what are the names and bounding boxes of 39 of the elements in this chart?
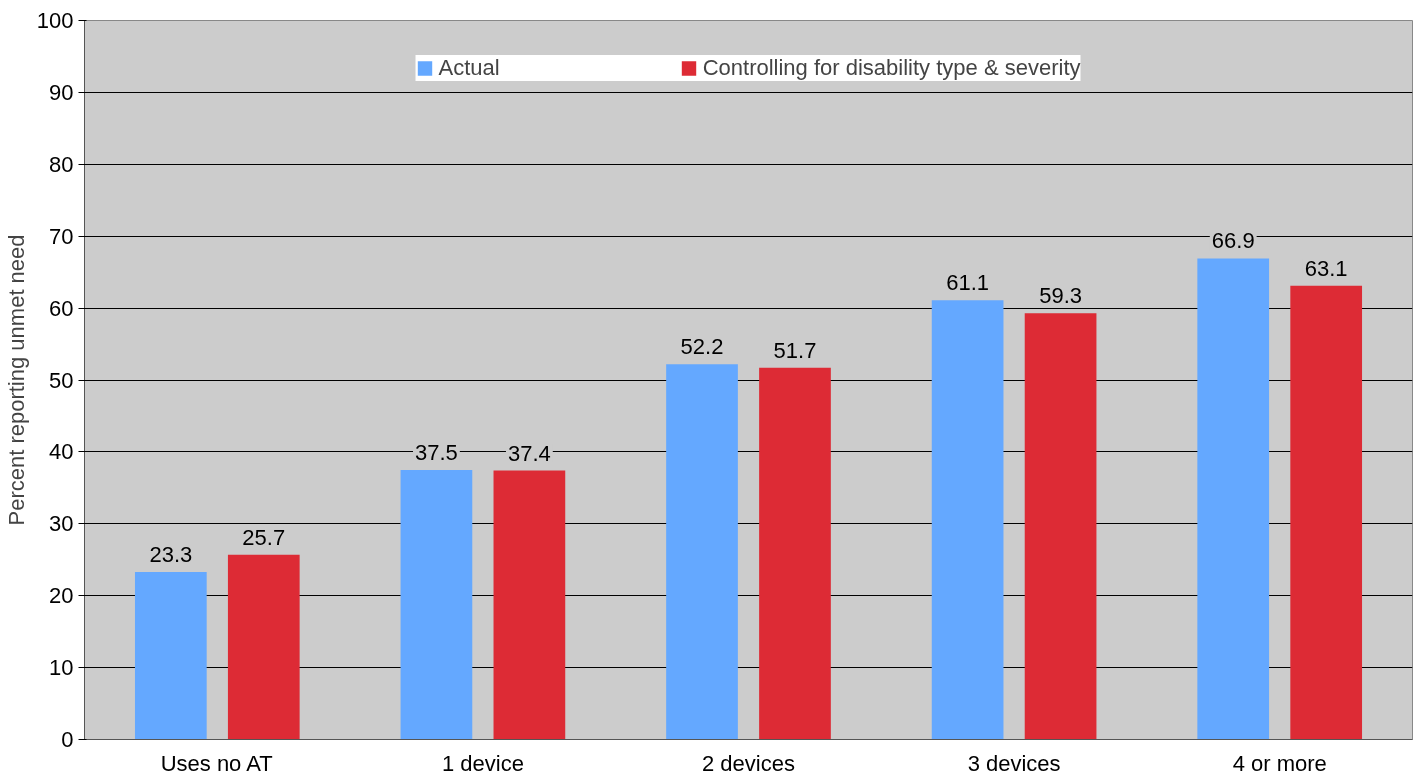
data-label: 37.4 — [507, 440, 551, 466]
y-tick-label: 20 — [49, 583, 74, 609]
bar — [759, 367, 831, 740]
y-tick-label: 10 — [49, 655, 74, 681]
x-tick-label: 2 devices — [702, 750, 795, 776]
data-label: 52.2 — [680, 334, 724, 360]
bar — [134, 571, 207, 740]
x-tick-label: Uses no AT — [160, 750, 273, 776]
x-tick-label: 3 devices — [967, 750, 1061, 776]
y-tick-label: 50 — [49, 367, 74, 393]
y-tick-label: 40 — [49, 439, 74, 465]
bar — [1197, 258, 1270, 740]
bar — [1024, 313, 1097, 740]
data-label: 23.3 — [149, 541, 193, 567]
y-axis-title: Percent reporting unmet need — [3, 234, 29, 526]
data-label: 66.9 — [1211, 228, 1255, 254]
y-tick-label: 100 — [36, 8, 74, 33]
data-label: 51.7 — [773, 337, 817, 363]
bar — [1290, 285, 1363, 740]
bar — [931, 300, 1004, 740]
data-label: 61.1 — [946, 270, 990, 296]
y-tick-label: 80 — [49, 151, 74, 177]
bar — [400, 469, 473, 740]
legend-label: Actual — [438, 55, 500, 81]
data-label: 25.7 — [242, 524, 286, 550]
y-tick-label: 70 — [49, 223, 74, 249]
data-label: 37.5 — [415, 439, 458, 465]
y-tick-label: 30 — [49, 511, 74, 537]
y-tick-label: 90 — [49, 79, 74, 105]
bar — [493, 470, 566, 740]
bar — [666, 364, 738, 740]
data-label: 59.3 — [1039, 283, 1082, 309]
bar — [227, 554, 300, 740]
y-tick-label: 0 — [61, 727, 74, 752]
legend-label: Controlling for disability type & severity — [702, 55, 1081, 81]
x-tick-label: 1 device — [441, 750, 524, 776]
y-tick-label: 60 — [49, 295, 74, 321]
x-tick-label: 4 or more — [1232, 750, 1327, 776]
data-label: 63.1 — [1304, 255, 1348, 281]
